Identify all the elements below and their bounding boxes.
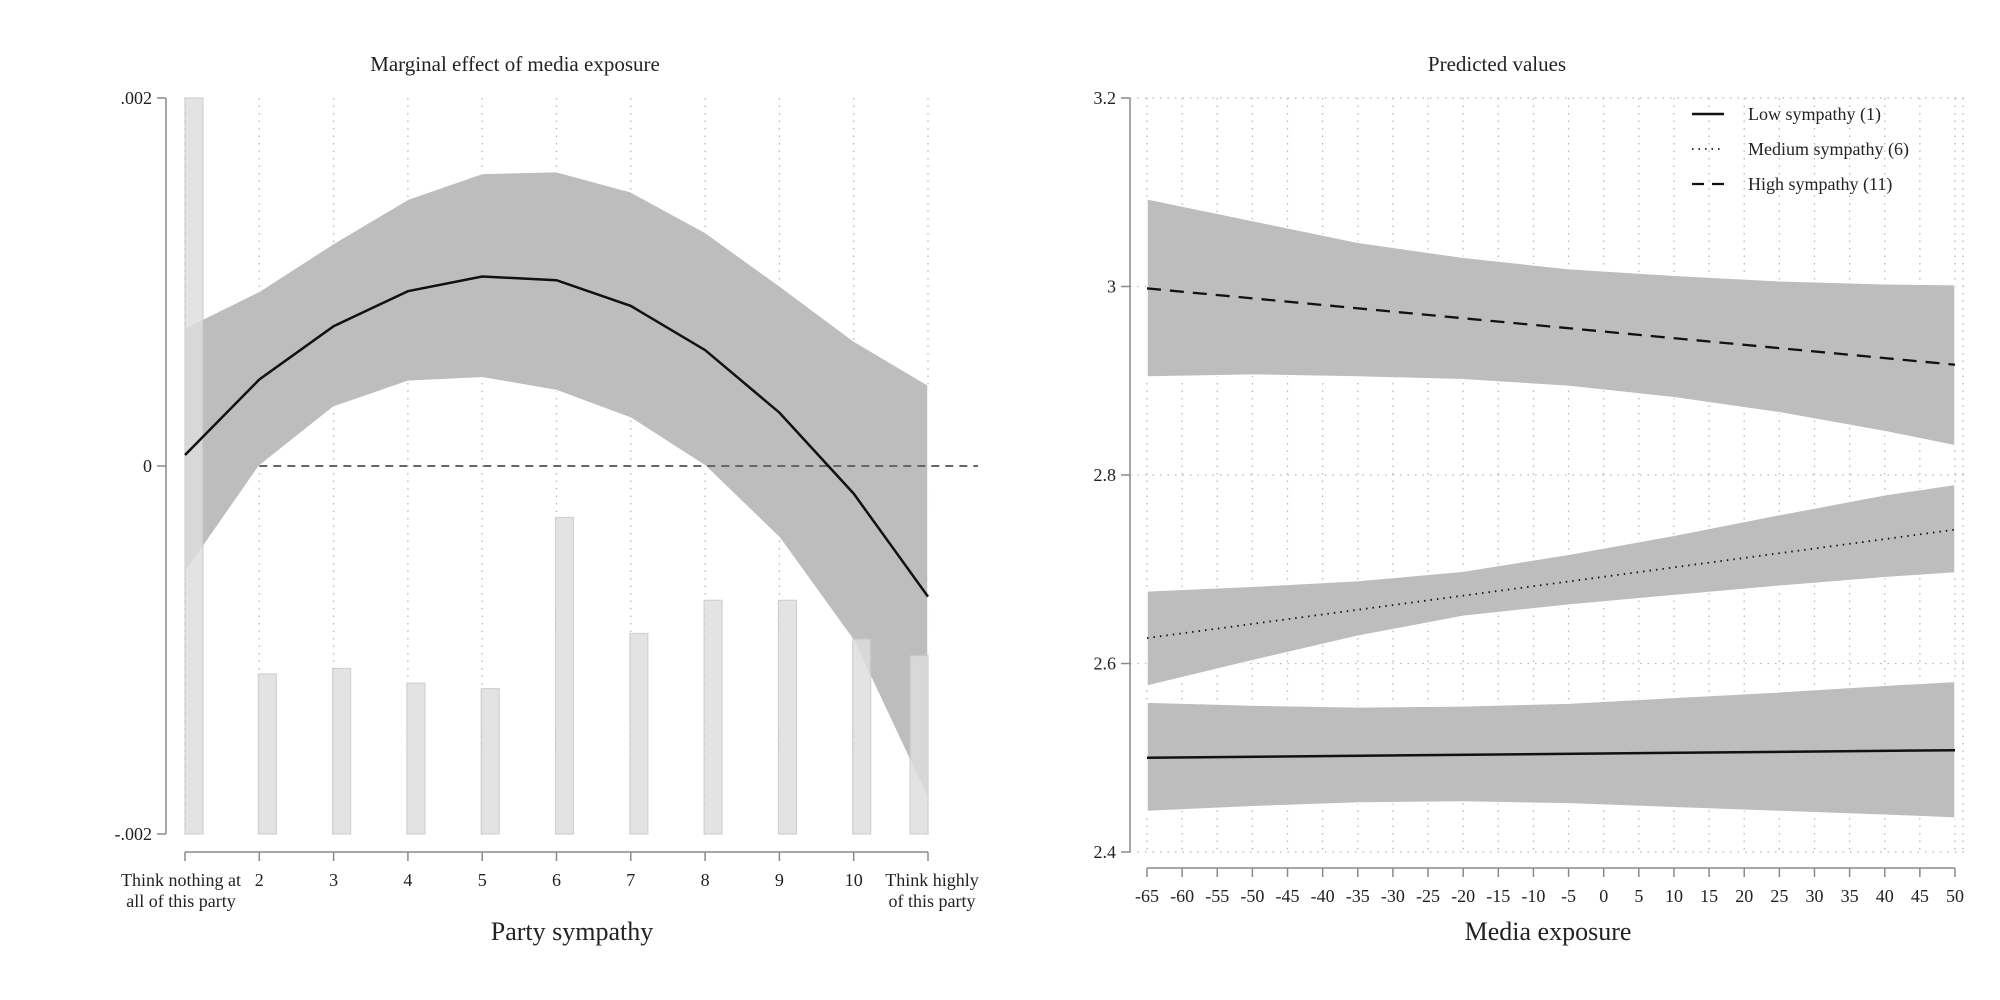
left-x-tick-label-line: 5 <box>478 870 487 890</box>
right-x-tick-label: -65 <box>1135 886 1159 906</box>
right-x-tick-label: -40 <box>1311 886 1335 906</box>
left-x-tick-label-line: 3 <box>329 870 338 890</box>
right-x-tick-label: 15 <box>1700 886 1718 906</box>
marginal-effect-line <box>184 275 930 598</box>
histogram-bar <box>332 667 352 835</box>
right-y-tick-label: 2.6 <box>1094 654 1117 674</box>
left-y-tick-label: .002 <box>121 88 153 108</box>
right-x-tick-label: -60 <box>1170 886 1194 906</box>
left-x-tick-label-line: Think highly <box>885 870 979 890</box>
histogram-bar <box>852 638 872 835</box>
right-x-tick-label: 30 <box>1805 886 1823 906</box>
right-x-tick-label: -20 <box>1451 886 1475 906</box>
left-x-tick-label-line: of this party <box>889 891 976 911</box>
right-y-tick-label: 3.2 <box>1094 88 1117 108</box>
histogram-bar <box>406 682 426 835</box>
histogram-bar <box>629 632 649 835</box>
left-x-tick-label: 4 <box>403 870 412 890</box>
left-effect-lines <box>184 275 978 598</box>
right-x-tick-label: 5 <box>1634 886 1643 906</box>
left-x-tick-label-line: 2 <box>255 870 264 890</box>
marginal-effect-panel: -.002 0 .002 Think nothing at all of this pa… <box>115 52 979 946</box>
medium-sympathy-ci-band <box>1146 483 1956 688</box>
left-chart-title: Marginal effect of media exposure <box>370 52 660 76</box>
left-x-tick-label: 9 <box>775 870 784 890</box>
left-x-tick-label-line: 9 <box>775 870 784 890</box>
right-y-tick-label: 2.4 <box>1094 842 1117 862</box>
left-x-tick-label: 3 <box>329 870 338 890</box>
low-sympathy-line <box>1146 748 1956 759</box>
left-x-tick-label-line: all of this party <box>126 891 235 911</box>
left-x-tick-label-line: 10 <box>845 870 863 890</box>
left-y-tick-label: 0 <box>143 456 152 476</box>
left-x-axis-label: Party sympathy <box>491 917 654 946</box>
low-sympathy-ci-band <box>1146 680 1956 819</box>
left-x-tick-label: 10 <box>845 870 863 890</box>
left-x-tick-label: 5 <box>478 870 487 890</box>
right-x-tick-label: 50 <box>1946 886 1964 906</box>
left-histogram <box>184 97 929 835</box>
right-x-tick-label: -5 <box>1561 886 1576 906</box>
right-x-tick-label: -50 <box>1240 886 1264 906</box>
right-x-tick-label: -55 <box>1205 886 1229 906</box>
right-x-tick-label: 25 <box>1770 886 1788 906</box>
left-x-tick-label: Think highly of this party <box>885 870 979 911</box>
left-x-tick-label: 2 <box>255 870 264 890</box>
histogram-bar <box>909 654 929 835</box>
high-sympathy-ci-band <box>1146 197 1956 447</box>
right-x-tick-label: 45 <box>1911 886 1929 906</box>
right-x-tick-label: -25 <box>1416 886 1440 906</box>
left-x-tick-label-line: 8 <box>701 870 710 890</box>
high-sympathy-line <box>1146 287 1956 366</box>
legend: Low sympathy (1) Medium sympathy (6) High … <box>1692 104 1909 195</box>
left-x-tick-label: 6 <box>552 870 561 890</box>
right-prediction-lines <box>1146 287 1956 759</box>
right-axes: 2.42.62.833.2-65 -60 -55 -50 -45 -40 -35 -30 -25… <box>1094 88 1965 906</box>
right-x-tick-label: -10 <box>1521 886 1545 906</box>
right-chart-title: Predicted values <box>1428 52 1566 76</box>
left-x-tick-label-line: 4 <box>403 870 412 890</box>
histogram-bar <box>480 688 500 835</box>
histogram-bar <box>257 673 277 835</box>
right-x-tick-label: -30 <box>1381 886 1405 906</box>
left-x-tick-label: 8 <box>701 870 710 890</box>
right-x-tick-label: 0 <box>1599 886 1608 906</box>
right-x-tick-label: 20 <box>1735 886 1753 906</box>
right-x-tick-label: -45 <box>1276 886 1300 906</box>
right-y-tick-label: 2.8 <box>1094 465 1117 485</box>
left-axes: -.002 0 .002 Think nothing at all of this pa… <box>115 88 979 911</box>
legend-label: Medium sympathy (6) <box>1748 139 1909 160</box>
legend-label: High sympathy (11) <box>1748 174 1892 195</box>
left-x-tick-label-line: 7 <box>626 870 635 890</box>
right-x-tick-label: -35 <box>1346 886 1370 906</box>
legend-label: Low sympathy (1) <box>1748 104 1881 125</box>
left-x-tick-label-line: Think nothing at <box>121 870 241 890</box>
right-x-tick-label: 40 <box>1876 886 1894 906</box>
histogram-bar <box>554 516 575 835</box>
right-x-tick-label: 10 <box>1665 886 1683 906</box>
histogram-bar <box>703 599 723 835</box>
histogram-bar <box>777 599 798 835</box>
predicted-values-panel: 2.42.62.833.2-65 -60 -55 -50 -45 -40 -35 -30 -25… <box>1094 52 1965 946</box>
left-x-tick-label: Think nothing at all of this party <box>121 870 241 911</box>
left-x-tick-label-line: 6 <box>552 870 561 890</box>
right-x-tick-label: -15 <box>1486 886 1510 906</box>
left-y-tick-label: -.002 <box>115 824 153 844</box>
histogram-bar <box>184 97 204 835</box>
right-ci-bands <box>1146 197 1956 819</box>
right-y-tick-label: 3 <box>1107 277 1116 297</box>
right-x-tick-label: 35 <box>1841 886 1859 906</box>
right-x-axis-label: Media exposure <box>1465 917 1632 946</box>
left-x-tick-label: 7 <box>626 870 635 890</box>
